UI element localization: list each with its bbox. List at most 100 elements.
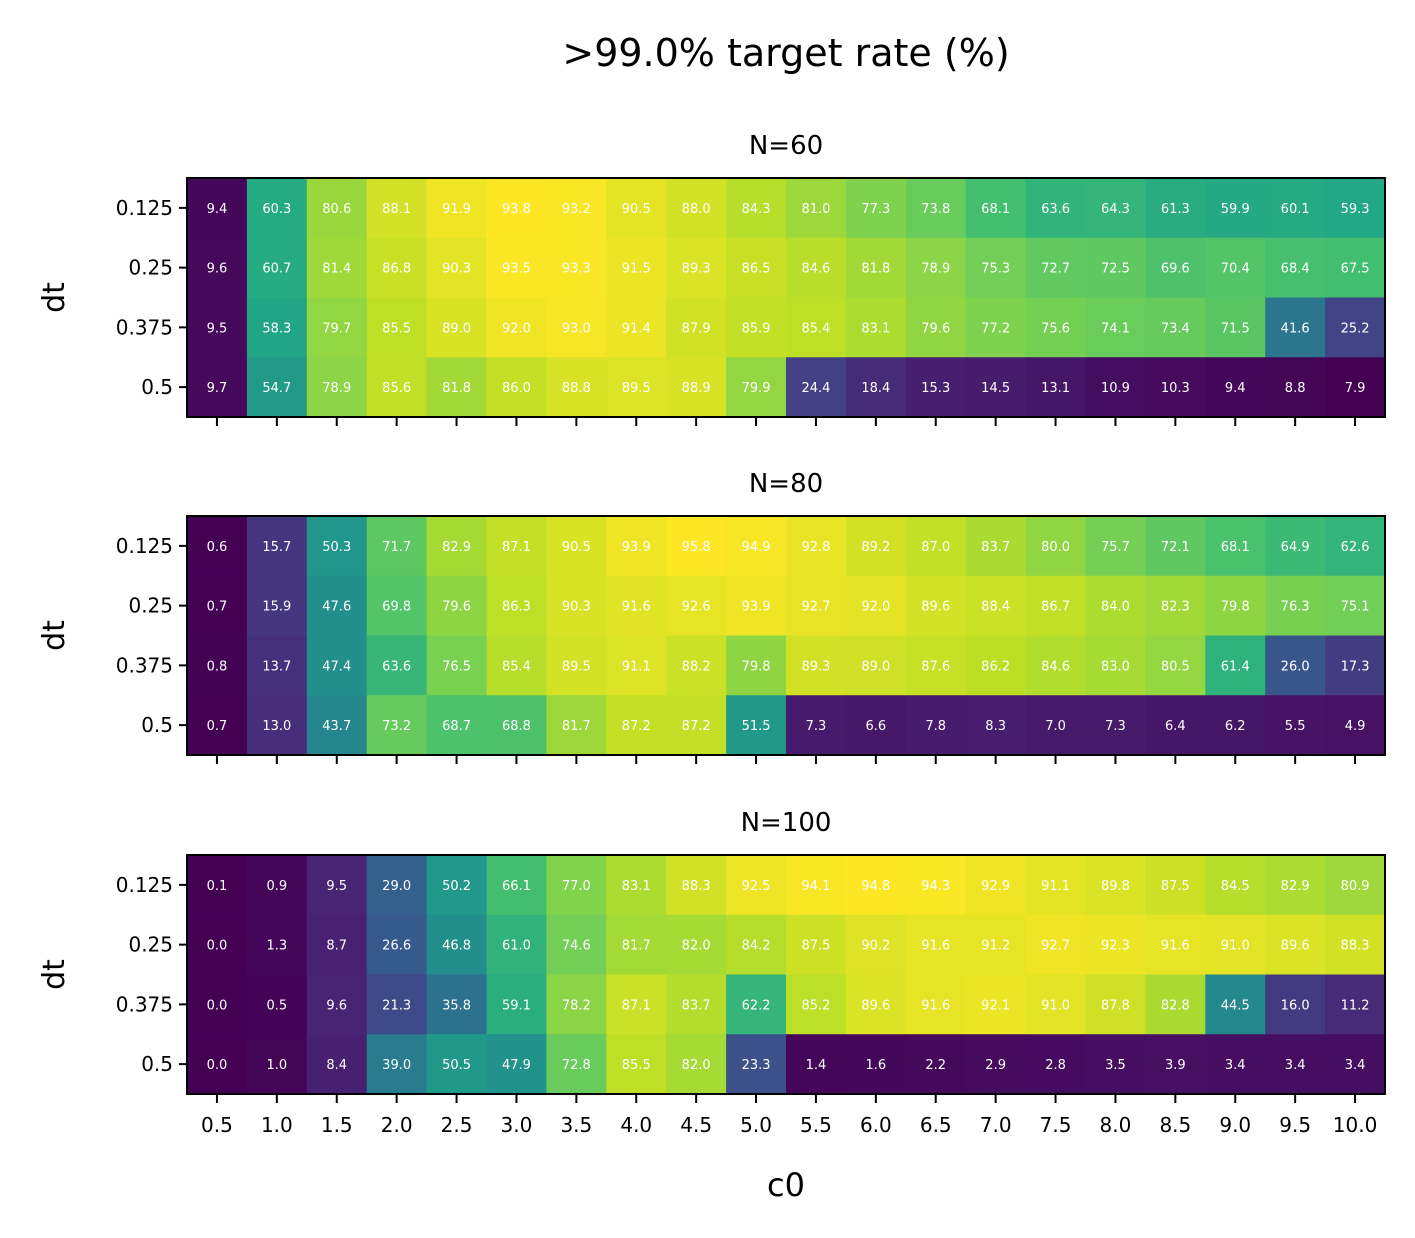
heatmap-cell bbox=[905, 575, 967, 637]
heatmap-cell bbox=[1265, 237, 1326, 299]
heatmap-cell bbox=[1205, 974, 1266, 1035]
heatmap-cell bbox=[606, 635, 667, 696]
heatmap-cell bbox=[1265, 575, 1326, 637]
heatmap-cell bbox=[1205, 237, 1266, 299]
heatmap-cell bbox=[366, 695, 428, 756]
heatmap-cell bbox=[1085, 516, 1146, 577]
heatmap-cell bbox=[306, 357, 368, 418]
cell-value-label: 73.2 bbox=[382, 719, 411, 734]
cell-value-label: 90.5 bbox=[562, 540, 591, 555]
heatmap-cell bbox=[726, 297, 787, 358]
heatmap-cell bbox=[246, 237, 308, 299]
cell-value-label: 91.1 bbox=[1041, 879, 1070, 894]
heatmap-cell bbox=[1025, 237, 1087, 299]
cell-value-label: 85.9 bbox=[742, 321, 771, 336]
cell-value-label: 84.2 bbox=[742, 939, 771, 954]
cell-value-label: 81.4 bbox=[322, 262, 351, 277]
heatmap-cell bbox=[187, 635, 248, 696]
heatmap-cell bbox=[306, 575, 368, 637]
x-tick-label: 2.0 bbox=[381, 1113, 413, 1137]
cell-value-label: 79.8 bbox=[1221, 600, 1250, 615]
cell-value-label: 72.1 bbox=[1161, 540, 1190, 555]
cell-value-label: 9.4 bbox=[1225, 381, 1246, 396]
cell-value-label: 13.7 bbox=[262, 659, 291, 674]
heatmap-cell bbox=[666, 357, 727, 418]
cell-value-label: 93.5 bbox=[502, 262, 531, 277]
cell-value-label: 92.7 bbox=[1041, 939, 1070, 954]
x-tick-label: 0.5 bbox=[201, 1113, 233, 1137]
cell-value-label: 87.1 bbox=[622, 998, 651, 1013]
heatmap-cell bbox=[1325, 297, 1386, 358]
heatmap-cell bbox=[426, 575, 488, 637]
heatmap-cell bbox=[1325, 635, 1386, 696]
cell-value-label: 11.2 bbox=[1341, 998, 1370, 1013]
cell-value-label: 0.7 bbox=[207, 600, 228, 615]
cell-value-label: 86.2 bbox=[981, 659, 1010, 674]
cell-value-label: 78.2 bbox=[562, 998, 591, 1013]
cell-value-label: 7.8 bbox=[925, 719, 946, 734]
cell-value-label: 26.0 bbox=[1281, 659, 1310, 674]
cell-value-label: 76.5 bbox=[442, 659, 471, 674]
cell-value-label: 81.8 bbox=[861, 262, 890, 277]
heatmap-cell bbox=[786, 855, 847, 916]
heatmap-cell bbox=[786, 914, 847, 976]
x-tick-label: 5.5 bbox=[800, 1113, 832, 1137]
cell-value-label: 3.9 bbox=[1165, 1058, 1186, 1073]
cell-value-label: 1.6 bbox=[866, 1058, 887, 1073]
y-tick-label: 0.375 bbox=[116, 653, 173, 677]
x-tick-label: 8.0 bbox=[1100, 1113, 1132, 1137]
cell-value-label: 18.4 bbox=[861, 381, 890, 396]
cell-value-label: 91.0 bbox=[1221, 939, 1250, 954]
heatmap-cell bbox=[1025, 516, 1087, 577]
cell-value-label: 24.4 bbox=[801, 381, 830, 396]
heatmap-cell bbox=[965, 855, 1027, 916]
heatmap-cell bbox=[1205, 297, 1266, 358]
heatmap-cell bbox=[1325, 575, 1386, 637]
cell-value-label: 59.9 bbox=[1221, 202, 1250, 217]
cell-value-label: 75.6 bbox=[1041, 321, 1070, 336]
heatmap-cell bbox=[726, 237, 787, 299]
cell-value-label: 3.4 bbox=[1225, 1058, 1246, 1073]
heatmap-cell bbox=[666, 237, 727, 299]
heatmap-cell bbox=[1205, 695, 1266, 756]
cell-value-label: 2.2 bbox=[925, 1058, 946, 1073]
heatmap-cell bbox=[666, 297, 727, 358]
heatmap-cell bbox=[1085, 357, 1146, 418]
cell-value-label: 3.4 bbox=[1345, 1058, 1366, 1073]
cell-value-label: 87.0 bbox=[921, 540, 950, 555]
heatmap-cell bbox=[1145, 695, 1206, 756]
heatmap-cell bbox=[726, 1034, 787, 1095]
cell-value-label: 59.3 bbox=[1341, 202, 1370, 217]
cell-value-label: 71.5 bbox=[1221, 321, 1250, 336]
heatmap-cell bbox=[845, 914, 907, 976]
heatmap-panel: N=80 dt 0.6 15.7 50.3 71.7 82.9 87.1 90.5 93.9 95.… bbox=[37, 469, 1386, 764]
cell-value-label: 92.8 bbox=[801, 540, 830, 555]
cell-value-label: 92.6 bbox=[682, 600, 711, 615]
heatmap-cell bbox=[606, 357, 667, 418]
cell-value-label: 69.8 bbox=[382, 600, 411, 615]
x-axis-label: c0 bbox=[767, 1166, 805, 1204]
heatmap-cell bbox=[1325, 1034, 1386, 1095]
cell-value-label: 92.9 bbox=[981, 879, 1010, 894]
heatmap-cell bbox=[1265, 1034, 1326, 1095]
cell-value-label: 1.3 bbox=[267, 939, 288, 954]
heatmap-cell bbox=[965, 695, 1027, 756]
panel-frame bbox=[186, 854, 1386, 1095]
cell-value-label: 61.4 bbox=[1221, 659, 1250, 674]
panel-title: N=100 bbox=[741, 808, 832, 838]
heatmap-cell bbox=[306, 297, 368, 358]
cell-value-label: 85.5 bbox=[382, 321, 411, 336]
heatmap-cell bbox=[1145, 1034, 1206, 1095]
heatmap-cell bbox=[187, 297, 248, 358]
cell-value-label: 2.9 bbox=[985, 1058, 1006, 1073]
cell-value-label: 47.9 bbox=[502, 1058, 531, 1073]
cell-value-label: 0.1 bbox=[207, 879, 228, 894]
cell-value-label: 50.3 bbox=[322, 540, 351, 555]
x-tick-label: 5.0 bbox=[740, 1113, 772, 1137]
cell-value-label: 82.9 bbox=[442, 540, 471, 555]
heatmap-cell bbox=[845, 516, 907, 577]
cell-value-label: 73.4 bbox=[1161, 321, 1190, 336]
cell-value-label: 82.9 bbox=[1281, 879, 1310, 894]
heatmap-cell bbox=[606, 178, 667, 239]
cell-value-label: 0.9 bbox=[267, 879, 288, 894]
